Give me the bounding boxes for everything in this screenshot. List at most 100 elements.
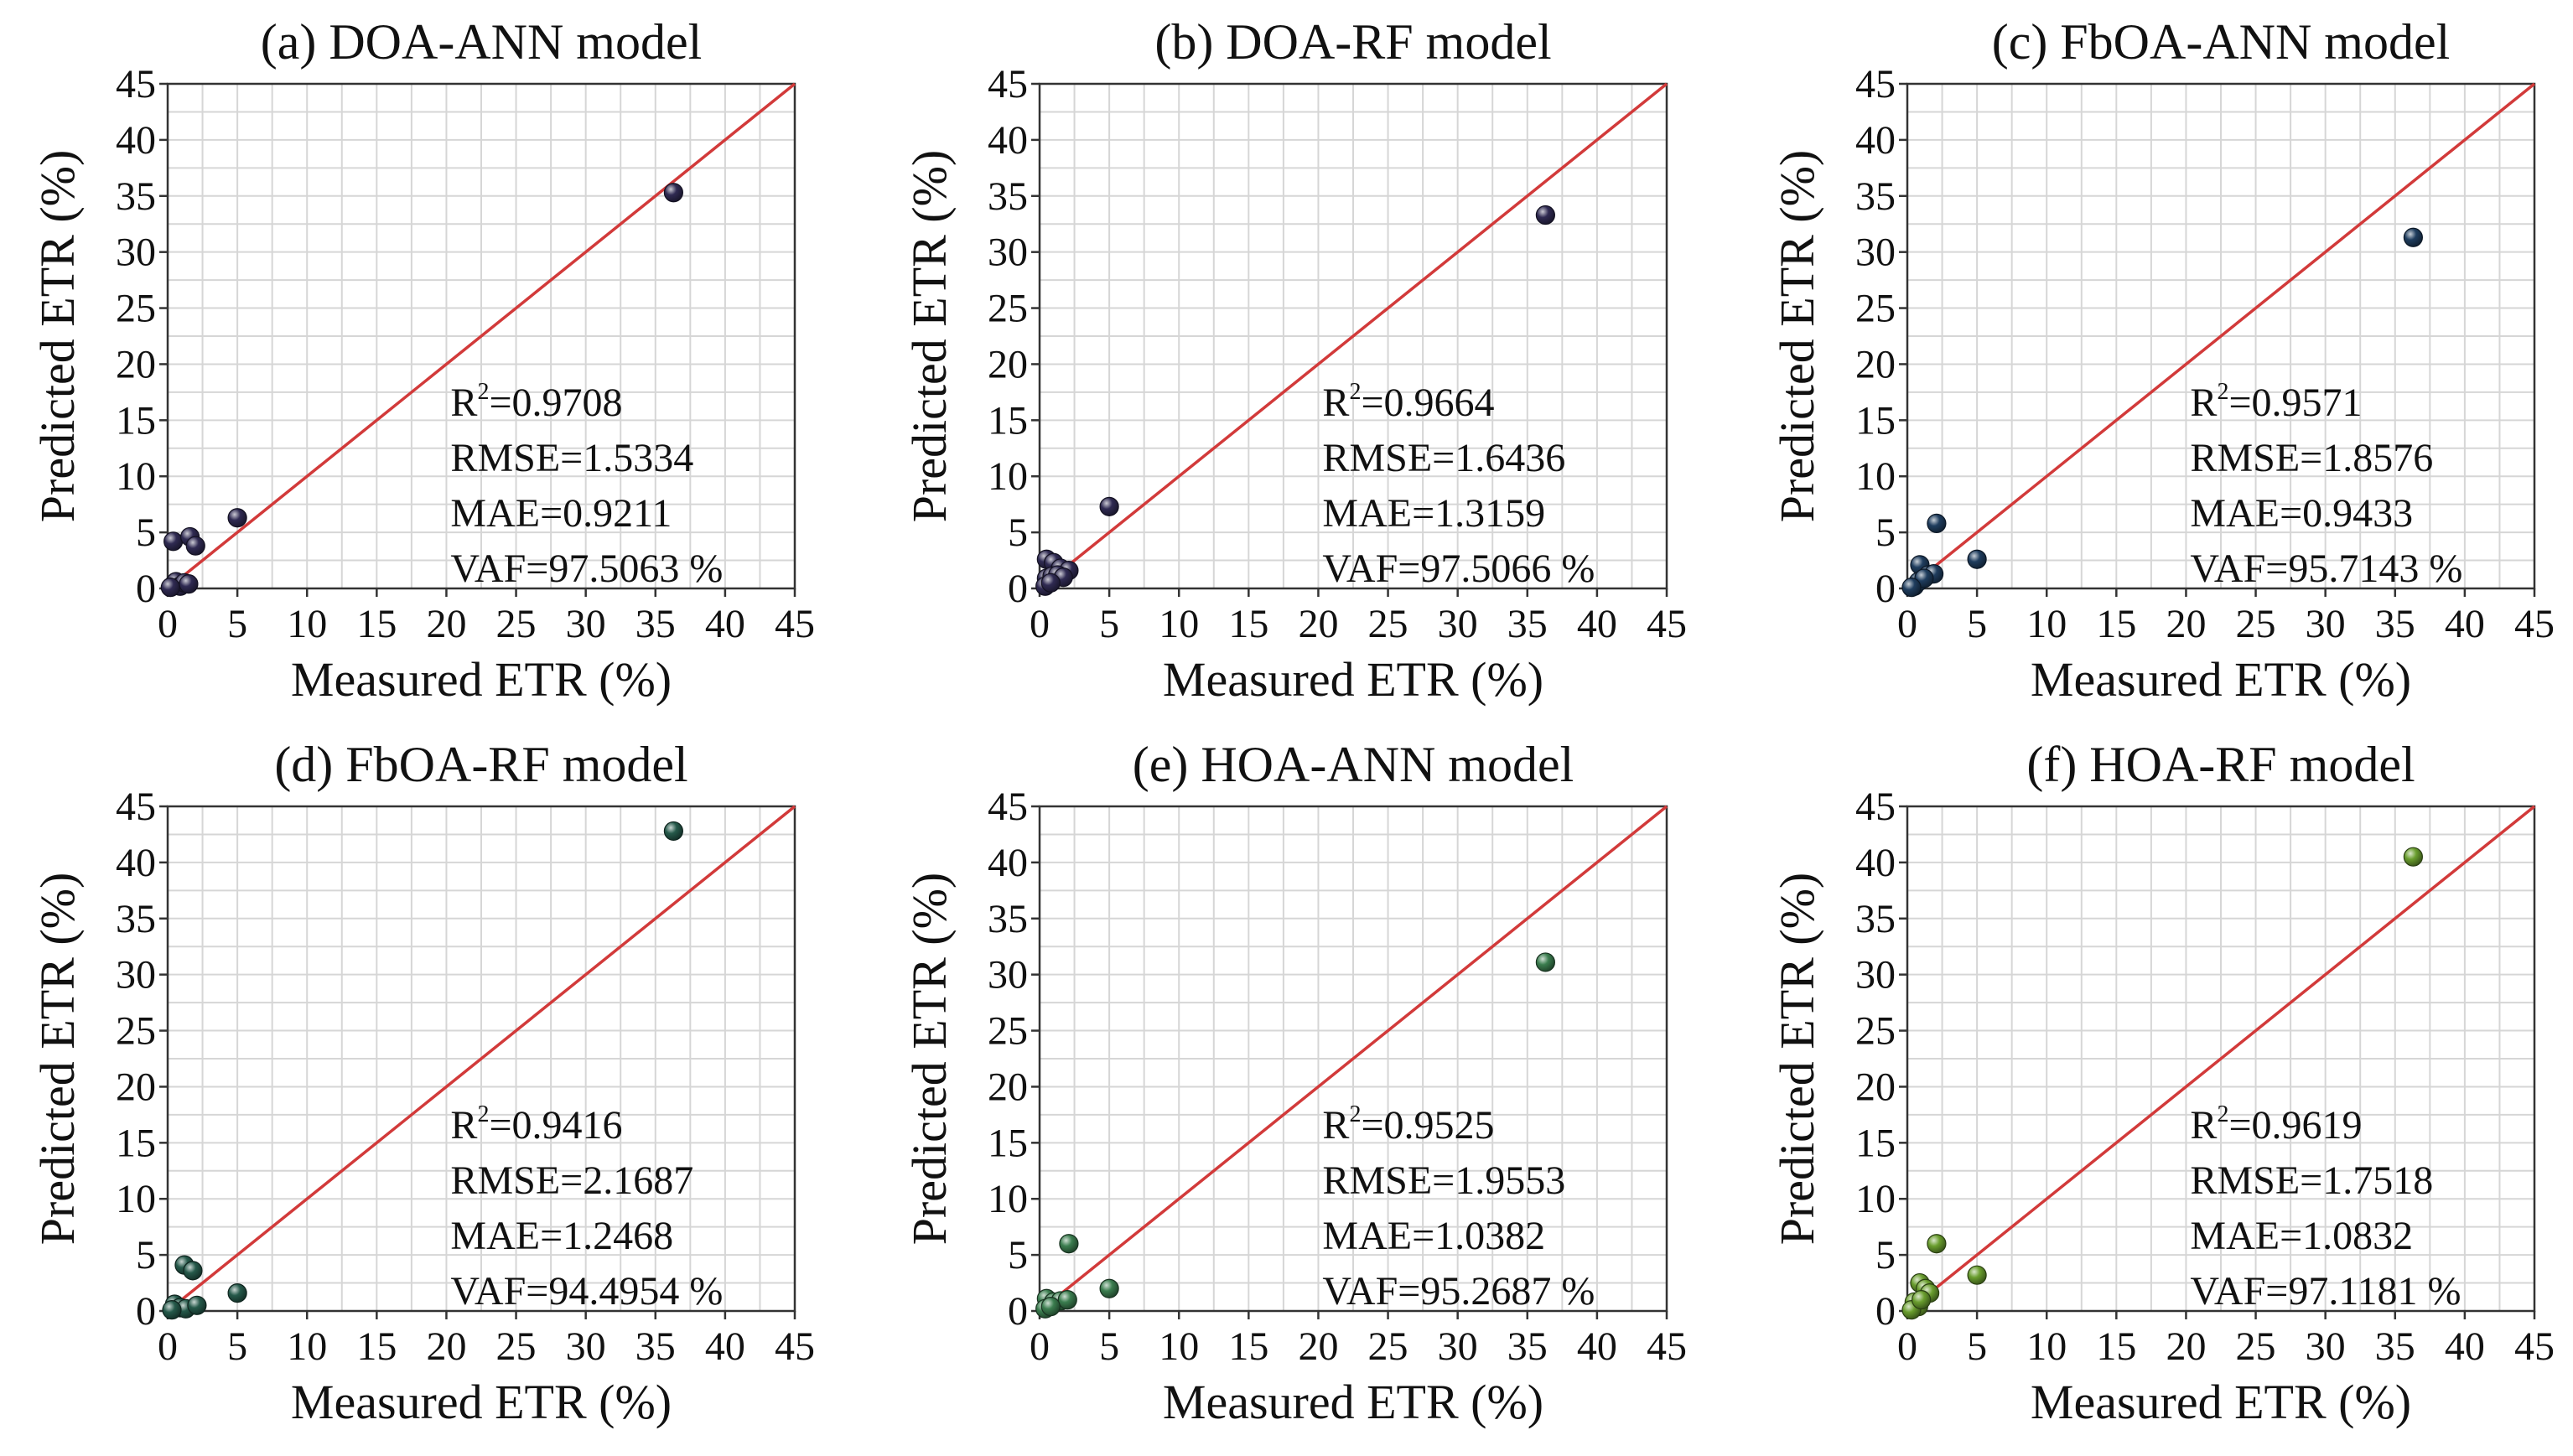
x-tick-label: 30 [566,1324,606,1369]
x-tick-label: 20 [426,602,466,646]
y-tick-label: 30 [1855,953,1896,997]
y-tick-label: 25 [116,1009,156,1054]
data-point [1967,1265,1987,1285]
x-tick-label: 15 [356,1324,397,1369]
scatter-panel-5: 00 5 5 10 10 15 15 20 20 25 25 30 30 35 35 40 40 45 45 R2=0… [1770,737,2555,1429]
x-axis-label: Measured ETR (%) [1163,1375,1543,1429]
stat-text: MAE=1.3159 [1322,491,1545,536]
y-tick-label: 35 [116,897,156,941]
plot-frame [1038,805,1668,1313]
plot-frame [1906,82,2536,590]
x-tick-label: 15 [356,602,397,646]
x-tick-label: 45 [775,1324,815,1369]
data-point [227,1282,247,1303]
y-tick-label: 40 [988,841,1028,885]
x-tick-label: 35 [2375,602,2415,646]
stat-text: RMSE=1.6436 [1322,436,1565,480]
x-tick-label: 35 [1507,1324,1548,1369]
y-tick-label: 25 [1855,1009,1896,1054]
data-point [163,531,184,552]
x-tick-label: 40 [2445,1324,2485,1369]
identity-line [1906,805,2536,1313]
x-tick-label: 15 [2096,602,2136,646]
y-tick-label: 40 [116,841,156,885]
x-tick-label: 0 [1897,1324,1917,1369]
identity-line [1038,82,1668,590]
x-tick-label: 15 [2096,1324,2136,1369]
stat-text: MAE=1.0382 [1322,1214,1545,1258]
x-tick-label: 40 [1577,1324,1617,1369]
data-point [1040,1297,1061,1317]
x-tick-label: 20 [1298,602,1338,646]
y-tick-label: 45 [988,62,1028,106]
data-point [183,1261,203,1281]
x-tick-label: 25 [2236,1324,2276,1369]
y-tick-label: 0 [1875,1289,1896,1334]
y-tick-label: 25 [988,287,1028,331]
y-tick-label: 10 [1855,1177,1896,1221]
y-tick-label: 25 [988,1009,1028,1054]
chart-title: (f) HOA-RF model [2026,737,2415,792]
data-point [663,821,683,842]
x-tick-label: 35 [2375,1324,2415,1369]
y-tick-label: 0 [1008,1289,1028,1334]
y-tick-label: 30 [988,953,1028,997]
plot-frame [166,82,796,590]
stat-text: R2=0.9525 [1322,1101,1494,1148]
stat-text: VAF=95.2687 % [1322,1269,1595,1314]
x-tick-label: 5 [1967,602,1987,646]
y-tick-label: 15 [116,398,156,443]
y-tick-label: 45 [116,62,156,106]
x-axis-label: Measured ETR (%) [291,1375,672,1429]
y-tick-label: 10 [116,454,156,499]
stat-text: RMSE=1.5334 [450,436,693,480]
chart-title: (d) FbOA-RF model [274,737,687,792]
x-tick-label: 40 [2445,602,2485,646]
y-axis-label: Predicted ETR (%) [30,873,85,1246]
data-point [1927,1234,1947,1254]
y-tick-label: 40 [988,118,1028,163]
y-tick-label: 15 [988,398,1028,443]
stat-text: R2=0.9664 [1322,379,1494,425]
y-tick-label: 45 [1855,785,1896,829]
stat-text: MAE=0.9433 [2190,491,2413,536]
stat-text: R2=0.9708 [450,379,622,425]
x-axis-label: Measured ETR (%) [2031,652,2411,707]
y-tick-label: 45 [1855,62,1896,106]
y-axis-label: Predicted ETR (%) [1770,873,1824,1246]
y-tick-label: 5 [1008,510,1028,555]
y-tick-label: 15 [116,1121,156,1165]
x-tick-label: 45 [1647,1324,1687,1369]
y-tick-label: 30 [1855,231,1896,275]
y-tick-label: 15 [1855,1121,1896,1165]
scatter-panel-0: 00 5 5 10 10 15 15 20 20 25 25 30 30 35 35 40 40 45 45 R2=0… [30,14,815,707]
identity-line [166,805,796,1313]
stat-text: VAF=97.5063 % [450,547,723,591]
x-tick-label: 10 [287,602,327,646]
y-tick-label: 10 [988,1177,1028,1221]
x-tick-label: 30 [1438,1324,1478,1369]
data-point [1099,1278,1119,1298]
y-tick-label: 10 [116,1177,156,1221]
x-tick-label: 10 [1159,602,1199,646]
scatter-panel-3: 00 5 5 10 10 15 15 20 20 25 25 30 30 35 35 40 40 45 45 R2=0… [30,737,815,1429]
y-tick-label: 20 [1855,1065,1896,1109]
x-tick-label: 45 [1647,602,1687,646]
x-tick-label: 0 [1030,602,1050,646]
x-tick-label: 30 [2306,602,2346,646]
x-tick-label: 40 [1577,602,1617,646]
plot-frame [166,805,796,1313]
data-point [1912,1290,1932,1310]
stat-text: MAE=0.9211 [450,491,672,536]
y-tick-label: 5 [1008,1233,1028,1277]
y-tick-label: 35 [988,174,1028,219]
y-tick-label: 20 [116,1065,156,1109]
x-tick-label: 35 [1507,602,1548,646]
stat-text: VAF=94.4954 % [450,1269,723,1314]
data-point [1099,496,1119,516]
stat-text: MAE=1.2468 [450,1214,673,1258]
scatter-panel-1: 00 5 5 10 10 15 15 20 20 25 25 30 30 35 35 40 40 45 45 R2=0… [902,14,1687,707]
x-tick-label: 45 [775,602,815,646]
x-tick-label: 25 [496,1324,537,1369]
y-tick-label: 10 [1855,454,1896,499]
